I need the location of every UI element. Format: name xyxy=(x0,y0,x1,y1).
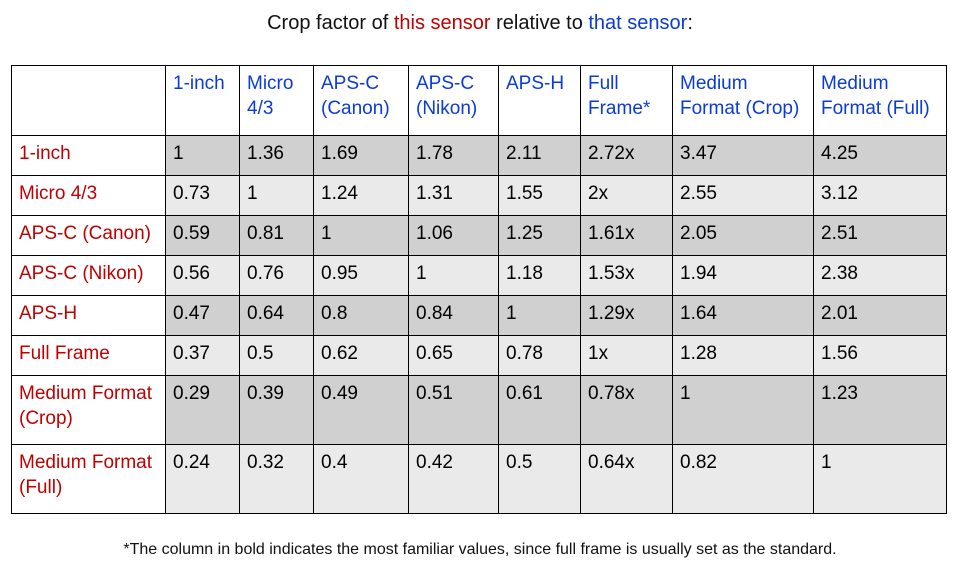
table-cell-full-frame: 0.78x xyxy=(580,375,673,445)
table-cell: 3.47 xyxy=(672,135,814,176)
table-cell-full-frame: 1.53x xyxy=(580,255,673,296)
table-cell: 1.18 xyxy=(498,255,581,296)
crop-factor-table: 1-inch Micro 4/3 APS-C (Canon) APS-C (Ni… xyxy=(11,65,947,514)
table-cell: 1 xyxy=(672,375,814,445)
title-that-sensor: that sensor xyxy=(588,12,688,34)
table-cell: 0.65 xyxy=(408,335,499,376)
table-row: APS-C (Nikon) 0.56 0.76 0.95 1 1.18 1.53… xyxy=(11,255,947,296)
table-cell: 1 xyxy=(165,135,240,176)
row-header: APS-C (Canon) xyxy=(11,215,166,256)
title-this-sensor: this sensor xyxy=(393,12,491,34)
title-suffix: : xyxy=(687,12,693,34)
table-cell: 1.56 xyxy=(813,335,947,376)
row-header: 1-inch xyxy=(11,135,166,176)
table-cell: 0.81 xyxy=(239,215,314,256)
table-cell: 0.59 xyxy=(165,215,240,256)
table-cell: 1.78 xyxy=(408,135,499,176)
table-cell: 1 xyxy=(813,444,947,514)
table-cell: 1 xyxy=(408,255,499,296)
column-header: Medium Format (Crop) xyxy=(672,65,814,136)
table-cell: 0.49 xyxy=(313,375,409,445)
table-cell-full-frame: 2.72x xyxy=(580,135,673,176)
table-cell: 2.05 xyxy=(672,215,814,256)
table-cell: 0.24 xyxy=(165,444,240,514)
table-cell-full-frame: 1x xyxy=(580,335,673,376)
table-cell-full-frame: 1.29x xyxy=(580,295,673,336)
table-cell: 1.23 xyxy=(813,375,947,445)
table-cell: 0.82 xyxy=(672,444,814,514)
table-cell: 1 xyxy=(239,175,314,216)
title-prefix: Crop factor of xyxy=(267,12,394,34)
table-cell: 0.4 xyxy=(313,444,409,514)
table-cell: 1.69 xyxy=(313,135,409,176)
table-cell: 0.56 xyxy=(165,255,240,296)
table-cell: 2.11 xyxy=(498,135,581,176)
table-cell: 0.61 xyxy=(498,375,581,445)
table-cell: 0.64 xyxy=(239,295,314,336)
table-row: Medium Format (Crop) 0.29 0.39 0.49 0.51… xyxy=(11,375,947,445)
table-cell: 0.39 xyxy=(239,375,314,445)
table-cell: 1 xyxy=(313,215,409,256)
column-header: APS-C (Canon) xyxy=(313,65,409,136)
table-cell: 0.42 xyxy=(408,444,499,514)
row-header: APS-C (Nikon) xyxy=(11,255,166,296)
table-row: 1-inch 1 1.36 1.69 1.78 2.11 2.72x 3.47 … xyxy=(11,135,947,176)
table-cell: 0.8 xyxy=(313,295,409,336)
table-cell: 0.5 xyxy=(239,335,314,376)
table-cell: 1.24 xyxy=(313,175,409,216)
row-header: Medium Format (Crop) xyxy=(11,375,166,445)
table-cell: 0.84 xyxy=(408,295,499,336)
table-row: APS-C (Canon) 0.59 0.81 1 1.06 1.25 1.61… xyxy=(11,215,947,256)
column-header: APS-H xyxy=(498,65,581,136)
table-cell: 0.95 xyxy=(313,255,409,296)
table-cell: 2.01 xyxy=(813,295,947,336)
table-cell: 0.37 xyxy=(165,335,240,376)
table-cell: 2.55 xyxy=(672,175,814,216)
table-cell: 1.64 xyxy=(672,295,814,336)
table-cell: 1.36 xyxy=(239,135,314,176)
corner-cell xyxy=(11,65,166,136)
table-row: APS-H 0.47 0.64 0.8 0.84 1 1.29x 1.64 2.… xyxy=(11,295,947,336)
table-cell-full-frame: 0.64x xyxy=(580,444,673,514)
table-cell: 0.78 xyxy=(498,335,581,376)
column-header: APS-C (Nikon) xyxy=(408,65,499,136)
table-cell: 1 xyxy=(498,295,581,336)
table-cell: 1.25 xyxy=(498,215,581,256)
table-cell: 4.25 xyxy=(813,135,947,176)
column-header: Full Frame* xyxy=(580,65,673,136)
table-cell: 0.62 xyxy=(313,335,409,376)
table-cell: 1.31 xyxy=(408,175,499,216)
table-cell: 0.51 xyxy=(408,375,499,445)
table-cell: 1.28 xyxy=(672,335,814,376)
title-middle: relative to xyxy=(490,12,589,34)
table-cell: 0.76 xyxy=(239,255,314,296)
row-header: APS-H xyxy=(11,295,166,336)
table-cell: 1.06 xyxy=(408,215,499,256)
table-row: Micro 4/3 0.73 1 1.24 1.31 1.55 2x 2.55 … xyxy=(11,175,947,216)
footnote: *The column in bold indicates the most f… xyxy=(123,541,837,558)
table-cell: 3.12 xyxy=(813,175,947,216)
row-header: Full Frame xyxy=(11,335,166,376)
table-row: Full Frame 0.37 0.5 0.62 0.65 0.78 1x 1.… xyxy=(11,335,947,376)
header-row: 1-inch Micro 4/3 APS-C (Canon) APS-C (Ni… xyxy=(11,65,947,136)
table-cell-full-frame: 2x xyxy=(580,175,673,216)
table-cell: 0.73 xyxy=(165,175,240,216)
table-cell: 0.29 xyxy=(165,375,240,445)
table-cell: 0.47 xyxy=(165,295,240,336)
table-cell: 0.5 xyxy=(498,444,581,514)
table-cell: 1.94 xyxy=(672,255,814,296)
column-header: 1-inch xyxy=(165,65,240,136)
table-cell: 1.55 xyxy=(498,175,581,216)
table-cell: 2.38 xyxy=(813,255,947,296)
page-title: Crop factor of this sensor relative to t… xyxy=(0,12,960,35)
column-header: Micro 4/3 xyxy=(239,65,314,136)
table-cell: 2.51 xyxy=(813,215,947,256)
table-row: Medium Format (Full) 0.24 0.32 0.4 0.42 … xyxy=(11,444,947,514)
row-header: Medium Format (Full) xyxy=(11,444,166,514)
row-header: Micro 4/3 xyxy=(11,175,166,216)
table-cell-full-frame: 1.61x xyxy=(580,215,673,256)
column-header: Medium Format (Full) xyxy=(813,65,947,136)
table-cell: 0.32 xyxy=(239,444,314,514)
